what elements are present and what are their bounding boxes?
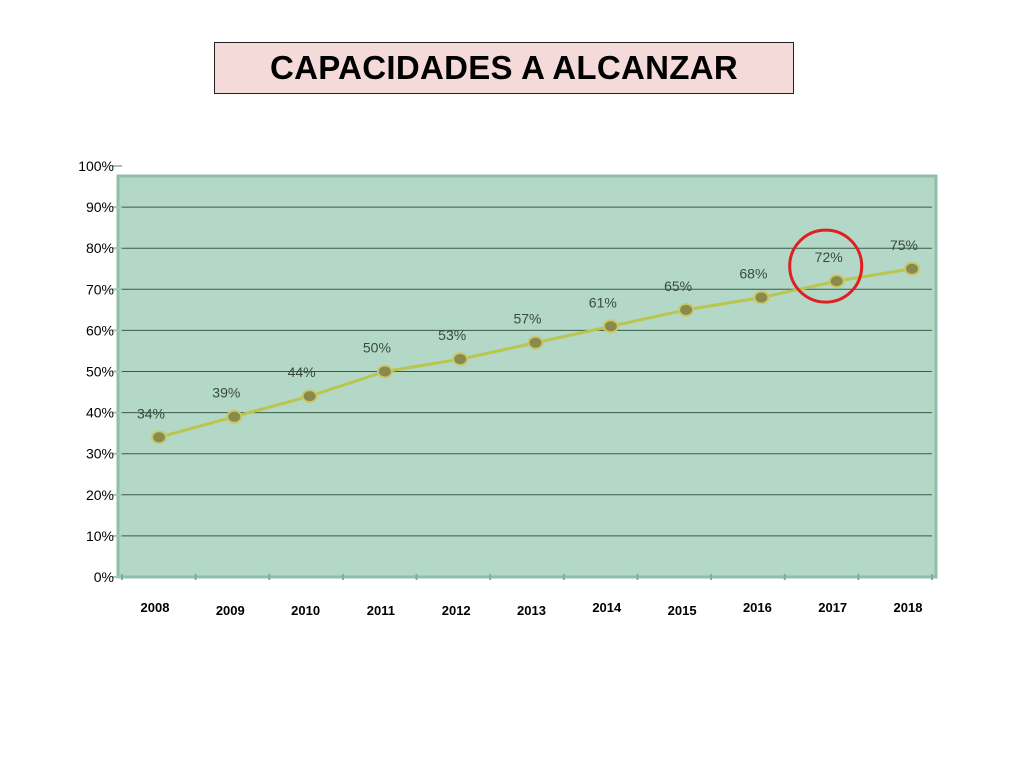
x-tick-label: 2014 [592,600,622,615]
y-tick-label: 80% [86,240,114,256]
data-label: 65% [664,278,692,294]
data-point [904,261,920,276]
data-label: 44% [288,364,316,380]
data-labels: 34% 39% 44% 50% 53% 57% 61% 65% 68% 72% 75% [137,237,918,422]
y-tick-label: 50% [86,364,114,380]
data-point [753,290,770,305]
data-markers [151,261,920,445]
data-label: 68% [739,266,767,282]
data-point [301,389,318,404]
gridlines [118,206,932,537]
data-point [151,430,167,445]
x-tick-label: 2015 [668,603,697,618]
y-tick-label: 90% [86,199,114,215]
data-point [602,319,619,334]
y-axis-ticks: 0% 10% 20% 30% 40% 50% 60% 70% 80% 90% 100% [78,158,122,585]
data-label: 75% [890,237,918,253]
y-tick-label: 20% [86,487,114,503]
data-label: 57% [513,311,541,327]
x-tick-label: 2010 [291,603,320,618]
x-tick-label: 2016 [743,600,772,615]
y-tick-label: 0% [94,569,114,585]
x-tick-label: 2018 [894,600,923,615]
y-tick-label: 60% [86,322,114,338]
plot-area [116,174,938,579]
y-tick-label: 40% [86,405,114,421]
highlight-circle [788,228,864,304]
y-tick-label: 10% [86,528,114,544]
data-point [527,335,544,350]
x-tick-label: 2009 [216,603,245,618]
data-label: 34% [137,405,165,421]
data-label: 72% [815,249,843,265]
data-point [678,302,695,317]
highlight-group [788,228,864,304]
x-axis-ticks: 2008 2009 2010 2011 2012 2013 2014 2015 2016 2017… [121,574,933,618]
data-label: 61% [589,294,617,310]
data-label: 39% [212,385,240,401]
data-point [452,352,469,367]
y-tick-label: 100% [78,158,114,174]
x-tick-label: 2008 [141,600,170,615]
chart-title-box: CAPACIDADES A ALCANZAR [214,42,794,94]
x-tick-label: 2013 [517,603,546,618]
data-label: 50% [363,340,391,356]
y-tick-label: 70% [86,281,114,297]
x-tick-label: 2011 [367,603,395,618]
data-point [828,274,845,289]
x-tick-label: 2012 [442,603,471,618]
x-tick-label: 2017 [818,600,847,615]
data-point [226,409,243,424]
chart-title: CAPACIDADES A ALCANZAR [270,49,738,86]
data-point [376,364,393,379]
y-tick-label: 30% [86,446,114,462]
data-label: 53% [438,327,466,343]
